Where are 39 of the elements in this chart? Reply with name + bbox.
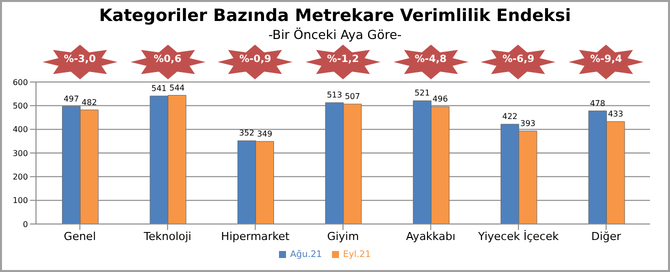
data-label: 482 bbox=[82, 98, 97, 107]
text: %-4,8 bbox=[414, 54, 448, 65]
data-label: 422 bbox=[502, 112, 518, 122]
x-tick-label: Genel bbox=[64, 230, 96, 243]
text: %0,6 bbox=[152, 54, 182, 65]
data-label: 433 bbox=[608, 110, 624, 119]
legend-label: Eyl.21 bbox=[343, 250, 371, 260]
data-label: 478 bbox=[590, 98, 606, 108]
y-tick-label: 500 bbox=[12, 102, 28, 111]
text: %-0,9 bbox=[238, 54, 272, 65]
data-label: 496 bbox=[432, 94, 448, 104]
y-tick-label: 300 bbox=[12, 148, 28, 158]
data-label: 513 bbox=[326, 90, 342, 100]
text: %-1,2 bbox=[326, 54, 360, 65]
y-tick-label: 0 bbox=[22, 220, 28, 229]
text: %-9,4 bbox=[589, 54, 624, 65]
x-tick-label: Giyim bbox=[327, 230, 359, 243]
x-tick-label: Ayakkabı bbox=[406, 230, 456, 243]
text: %-6,9 bbox=[501, 54, 536, 65]
data-label: 541 bbox=[151, 84, 167, 93]
data-label: 349 bbox=[257, 129, 272, 138]
data-label: 521 bbox=[414, 88, 430, 98]
x-tick-label: Yiyecek İçecek bbox=[477, 228, 560, 243]
data-label: 352 bbox=[239, 128, 254, 138]
data-label: 393 bbox=[520, 118, 536, 128]
y-tick-label: 400 bbox=[12, 125, 28, 134]
x-tick-label: Teknoloji bbox=[142, 230, 192, 243]
data-label: 507 bbox=[344, 92, 360, 102]
x-tick-label: Diğer bbox=[591, 230, 622, 243]
chart-subtitle: -Bir Önceki Aya Göre- bbox=[267, 27, 403, 42]
y-tick-label: 600 bbox=[12, 78, 28, 87]
data-label: 544 bbox=[169, 83, 185, 92]
x-tick-label: Hipermarket bbox=[221, 230, 290, 243]
text: %-3,0 bbox=[62, 54, 97, 65]
y-tick-label: 100 bbox=[12, 196, 28, 206]
data-label: 497 bbox=[64, 94, 79, 104]
chart-title: Kategoriler Bazında Metrekare Verimlilik Endeksi bbox=[98, 6, 572, 26]
y-tick-label: 200 bbox=[12, 172, 28, 182]
legend-label: Ağu.21 bbox=[290, 250, 322, 260]
